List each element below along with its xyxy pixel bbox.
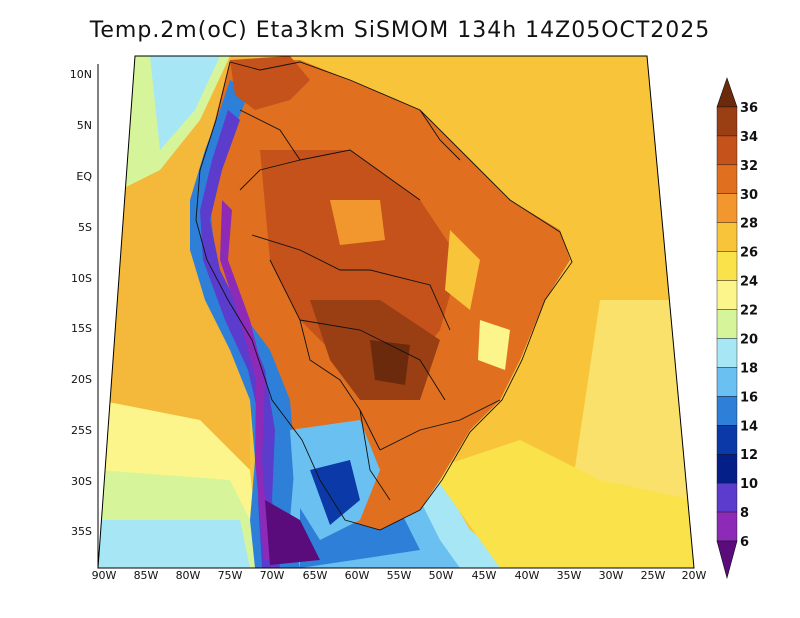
colorbar-cell [716,425,738,455]
colorbar-bottom-arrow [716,540,738,580]
colorbar-cell [716,396,738,426]
lon-label-25w: 25W [641,569,666,582]
colorbar-label: 18 [740,361,758,376]
colorbar-top-arrow [716,77,738,108]
longitude-ticks: 90W 85W 80W 75W 70W 65W 60W 55W 50W 45W … [92,569,707,582]
lon-label-65w: 65W [303,569,328,582]
lon-label-85w: 85W [134,569,159,582]
lon-label-90w: 90W [92,569,117,582]
colorbar-label: 14 [740,419,758,434]
temperature-field [98,56,694,568]
lat-label-30s: 30S [71,475,92,488]
colorbar-cell [716,164,738,195]
lon-label-20w: 20W [682,569,707,582]
lon-label-70w: 70W [260,569,285,582]
lon-label-30w: 30W [599,569,624,582]
colorbar: 36 34 32 30 28 26 24 22 20 18 16 14 12 10 8 6 [716,77,758,580]
lon-label-50w: 50W [429,569,454,582]
lat-label-10n: 10N [70,68,92,81]
colorbar-label: 10 [740,477,758,492]
lat-label-20s: 20S [71,373,92,386]
colorbar-cell [716,280,738,310]
colorbar-labels: 36 34 32 30 28 26 24 22 20 18 16 14 12 10 8 6 [740,101,758,550]
colorbar-label: 20 [740,332,758,347]
colorbar-cell [716,511,738,542]
lon-label-80w: 80W [176,569,201,582]
lat-label-eq: EQ [76,170,92,183]
colorbar-cell [716,338,738,368]
lat-label-35s: 35S [71,525,92,538]
country-borders [195,61,573,531]
colorbar-cell [716,367,738,397]
latitude-ticks: 10N 5N EQ 5S 10S 15S 20S 25S 30S 35S [70,68,93,538]
colorbar-cell [716,193,738,223]
colorbar-cell [716,106,738,137]
colorbar-cell [716,135,738,166]
colorbar-label: 30 [740,188,758,203]
lon-label-60w: 60W [345,569,370,582]
colorbar-cell [716,222,738,252]
colorbar-label: 22 [740,304,758,319]
colorbar-label: 6 [740,535,749,550]
colorbar-label: 8 [740,506,749,521]
colorbar-label: 24 [740,275,758,290]
lat-label-25s: 25S [71,424,92,437]
chart-title: Temp.2m(oC) Eta3km SiSMOM 134h 14Z05OCT2… [89,18,711,43]
colorbar-label: 34 [740,130,758,145]
colorbar-label: 36 [740,101,758,116]
colorbar-label: 12 [740,448,758,463]
colorbar-cells [716,106,738,542]
colorbar-cell [716,482,738,513]
colorbar-cell [716,251,738,281]
lat-label-10s: 10S [71,272,92,285]
lon-label-40w: 40W [515,569,540,582]
colorbar-label: 28 [740,217,758,232]
lon-label-45w: 45W [472,569,497,582]
lat-label-5s: 5S [78,221,92,234]
colorbar-label: 16 [740,390,758,405]
lon-label-35w: 35W [557,569,582,582]
colorbar-label: 32 [740,159,758,174]
lon-label-55w: 55W [387,569,412,582]
colorbar-cell [716,309,738,339]
lat-label-15s: 15S [71,322,92,335]
colorbar-cell [716,454,738,484]
colorbar-label: 26 [740,246,758,261]
lon-label-75w: 75W [218,569,243,582]
lat-label-5n: 5N [77,119,92,132]
